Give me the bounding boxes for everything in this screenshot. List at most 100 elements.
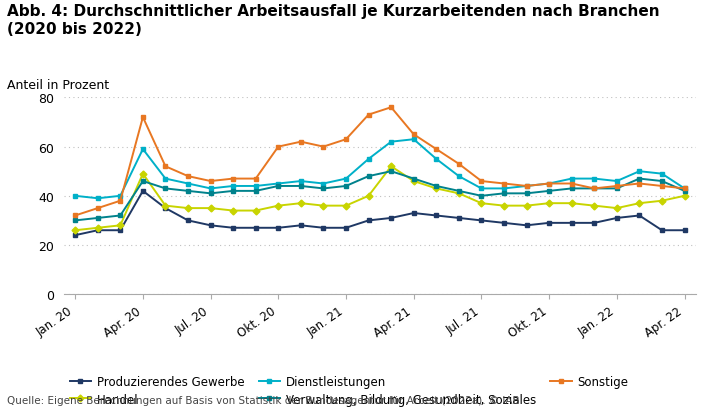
Sonstige xyxy=(342,137,350,142)
Sonstige xyxy=(320,145,328,150)
Handel xyxy=(657,199,666,204)
Produzierendes Gewerbe xyxy=(657,228,666,233)
Produzierendes Gewerbe xyxy=(500,221,508,226)
Produzierendes Gewerbe xyxy=(229,226,237,231)
Verwaltung, Bildung, Gesundheit, Soziales xyxy=(138,179,147,184)
Verwaltung, Bildung, Gesundheit, Soziales xyxy=(545,189,553,194)
Handel xyxy=(207,206,215,211)
Handel xyxy=(94,226,102,231)
Produzierendes Gewerbe xyxy=(297,223,305,228)
Handel xyxy=(116,223,124,228)
Dienstleistungen xyxy=(454,174,463,179)
Handel xyxy=(500,204,508,209)
Verwaltung, Bildung, Gesundheit, Soziales xyxy=(432,184,440,189)
Handel xyxy=(680,194,689,199)
Verwaltung, Bildung, Gesundheit, Soziales xyxy=(635,177,644,182)
Sonstige xyxy=(477,179,486,184)
Verwaltung, Bildung, Gesundheit, Soziales xyxy=(680,189,689,194)
Sonstige xyxy=(274,145,283,150)
Sonstige xyxy=(297,140,305,145)
Sonstige xyxy=(94,206,102,211)
Handel xyxy=(138,172,147,177)
Verwaltung, Bildung, Gesundheit, Soziales xyxy=(297,184,305,189)
Produzierendes Gewerbe xyxy=(613,216,621,221)
Sonstige xyxy=(523,184,531,189)
Verwaltung, Bildung, Gesundheit, Soziales xyxy=(342,184,350,189)
Handel xyxy=(364,194,373,199)
Dienstleistungen xyxy=(274,182,283,187)
Verwaltung, Bildung, Gesundheit, Soziales xyxy=(387,169,395,174)
Handel xyxy=(229,209,237,213)
Verwaltung, Bildung, Gesundheit, Soziales xyxy=(364,174,373,179)
Dienstleistungen xyxy=(387,140,395,145)
Dienstleistungen xyxy=(657,172,666,177)
Dienstleistungen xyxy=(320,182,328,187)
Produzierendes Gewerbe xyxy=(635,213,644,218)
Dienstleistungen xyxy=(161,177,170,182)
Sonstige xyxy=(432,147,440,152)
Handel xyxy=(567,201,576,206)
Sonstige xyxy=(71,213,80,218)
Sonstige xyxy=(500,182,508,187)
Dienstleistungen xyxy=(680,187,689,191)
Dienstleistungen xyxy=(590,177,599,182)
Dienstleistungen xyxy=(184,182,192,187)
Line: Produzierendes Gewerbe: Produzierendes Gewerbe xyxy=(72,189,687,238)
Handel xyxy=(635,201,644,206)
Dienstleistungen xyxy=(477,187,486,191)
Sonstige xyxy=(454,162,463,167)
Verwaltung, Bildung, Gesundheit, Soziales xyxy=(184,189,192,194)
Dienstleistungen xyxy=(229,184,237,189)
Dienstleistungen xyxy=(545,182,553,187)
Produzierendes Gewerbe xyxy=(184,218,192,223)
Sonstige xyxy=(567,182,576,187)
Sonstige xyxy=(680,187,689,191)
Sonstige xyxy=(161,164,170,169)
Produzierendes Gewerbe xyxy=(523,223,531,228)
Handel xyxy=(454,191,463,196)
Dienstleistungen xyxy=(116,194,124,199)
Dienstleistungen xyxy=(342,177,350,182)
Verwaltung, Bildung, Gesundheit, Soziales xyxy=(657,179,666,184)
Sonstige xyxy=(116,199,124,204)
Handel xyxy=(387,164,395,169)
Verwaltung, Bildung, Gesundheit, Soziales xyxy=(500,191,508,196)
Sonstige xyxy=(613,184,621,189)
Produzierendes Gewerbe xyxy=(567,221,576,226)
Produzierendes Gewerbe xyxy=(71,233,80,238)
Dienstleistungen xyxy=(613,179,621,184)
Produzierendes Gewerbe xyxy=(320,226,328,231)
Dienstleistungen xyxy=(71,194,80,199)
Dienstleistungen xyxy=(297,179,305,184)
Verwaltung, Bildung, Gesundheit, Soziales xyxy=(410,177,418,182)
Produzierendes Gewerbe xyxy=(410,211,418,216)
Produzierendes Gewerbe xyxy=(387,216,395,221)
Sonstige xyxy=(590,187,599,191)
Text: Abb. 4: Durchschnittlicher Arbeitsausfall je Kurzarbeitenden nach Branchen
(2020: Abb. 4: Durchschnittlicher Arbeitsausfal… xyxy=(7,4,660,36)
Verwaltung, Bildung, Gesundheit, Soziales xyxy=(161,187,170,191)
Sonstige xyxy=(410,133,418,137)
Dienstleistungen xyxy=(567,177,576,182)
Produzierendes Gewerbe xyxy=(545,221,553,226)
Dienstleistungen xyxy=(410,137,418,142)
Sonstige xyxy=(251,177,260,182)
Dienstleistungen xyxy=(138,147,147,152)
Handel xyxy=(161,204,170,209)
Line: Dienstleistungen: Dienstleistungen xyxy=(72,137,687,201)
Handel xyxy=(477,201,486,206)
Produzierendes Gewerbe xyxy=(161,206,170,211)
Handel xyxy=(71,228,80,233)
Sonstige xyxy=(545,182,553,187)
Sonstige xyxy=(635,182,644,187)
Produzierendes Gewerbe xyxy=(274,226,283,231)
Sonstige xyxy=(657,184,666,189)
Verwaltung, Bildung, Gesundheit, Soziales xyxy=(116,213,124,218)
Sonstige xyxy=(364,113,373,118)
Verwaltung, Bildung, Gesundheit, Soziales xyxy=(477,194,486,199)
Dienstleistungen xyxy=(94,196,102,201)
Text: Anteil in Prozent: Anteil in Prozent xyxy=(7,79,109,92)
Verwaltung, Bildung, Gesundheit, Soziales xyxy=(229,189,237,194)
Handel xyxy=(432,187,440,191)
Text: Quelle: Eigene Berechnungen auf Basis von Statistik der Bundesagentur für Arbeit: Quelle: Eigene Berechnungen auf Basis vo… xyxy=(7,395,520,405)
Legend: Produzierendes Gewerbe, Handel, Dienstleistungen, Verwaltung, Bildung, Gesundhei: Produzierendes Gewerbe, Handel, Dienstle… xyxy=(70,375,628,406)
